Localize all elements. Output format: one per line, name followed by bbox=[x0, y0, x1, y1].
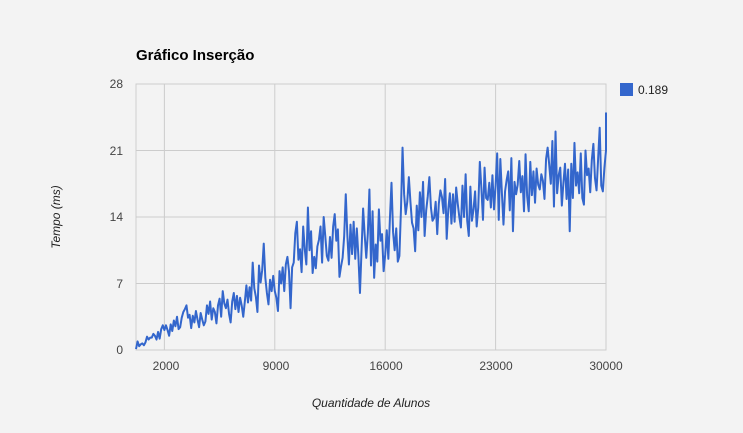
y-tick-label: 21 bbox=[110, 144, 124, 158]
legend[interactable]: 0.189 bbox=[620, 83, 668, 97]
x-tick-label: 30000 bbox=[589, 359, 623, 373]
y-tick-label: 7 bbox=[116, 277, 123, 291]
x-axis-title: Quantidade de Alunos bbox=[312, 396, 430, 410]
y-tick-label: 14 bbox=[110, 210, 124, 224]
x-tick-label: 23000 bbox=[479, 359, 513, 373]
y-tick-label: 0 bbox=[116, 343, 123, 357]
legend-swatch bbox=[620, 83, 633, 96]
y-tick-label: 28 bbox=[110, 77, 124, 91]
y-tick-labels: 0 7 14 21 28 bbox=[110, 77, 124, 357]
x-tick-label: 9000 bbox=[263, 359, 290, 373]
y-axis-title: Tempo (ms) bbox=[49, 185, 63, 249]
legend-label: 0.189 bbox=[638, 83, 668, 97]
chart-title: Gráfico Inserção bbox=[136, 47, 254, 64]
x-tick-label: 16000 bbox=[369, 359, 403, 373]
series-line[interactable] bbox=[135, 112, 607, 350]
x-tick-labels: 2000 9000 16000 23000 30000 bbox=[153, 359, 623, 373]
series-layer bbox=[135, 112, 607, 350]
x-tick-label: 2000 bbox=[153, 359, 180, 373]
